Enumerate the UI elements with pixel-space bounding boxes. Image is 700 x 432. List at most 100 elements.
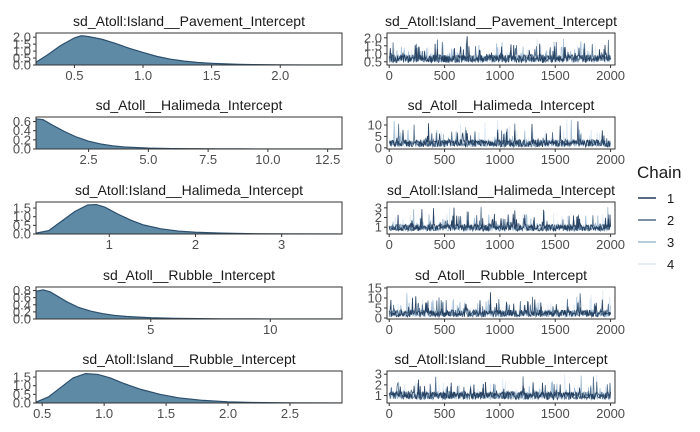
trace-chain-1 xyxy=(388,379,611,401)
y-tick-label: 0.2 xyxy=(13,304,31,319)
panel-trace-4: sd_Atoll__Rubble_Intercept 0 500 1000 1500 20… xyxy=(368,267,626,337)
legend-label: 3 xyxy=(667,235,674,250)
x-tick-label: 1500 xyxy=(541,152,570,167)
y-tick-label: 1 xyxy=(375,388,382,403)
plot-area xyxy=(36,289,342,319)
y-tick-label: 2 xyxy=(375,210,382,225)
x-tick-label: 1.5 xyxy=(157,406,175,421)
y-tick-label: 0.4 xyxy=(13,123,31,138)
legend: Chain 1 2 3 4 xyxy=(637,163,681,272)
density-line xyxy=(36,35,342,65)
legend-label: 1 xyxy=(667,191,674,206)
y-tick-label: 1 xyxy=(375,220,382,235)
x-tick-label: 2.5 xyxy=(80,152,98,167)
x-tick-label: 2000 xyxy=(596,322,625,337)
density-area xyxy=(36,373,342,403)
y-tick-label: 0.2 xyxy=(13,132,31,147)
y-tick-label: 1.0 xyxy=(13,378,31,393)
y-tick-label: 2 xyxy=(375,377,382,392)
x-tick-label: 500 xyxy=(434,322,456,337)
y-tick-label: 0.0 xyxy=(13,58,31,73)
x-tick-label: 1000 xyxy=(485,237,514,252)
panel-trace-2: sd_Atoll__Halimeda_Intercept 0 500 1000 1500… xyxy=(368,97,626,167)
panel-density-3: sd_Atoll:Island__Halimeda_Intercept 1 2 3 0.… xyxy=(13,182,343,252)
x-tick-label: 500 xyxy=(434,152,456,167)
x-tick-label: 0 xyxy=(386,406,393,421)
panel-border xyxy=(386,286,616,320)
plot-area xyxy=(388,119,611,149)
y-tick-label: 1.5 xyxy=(364,38,382,53)
plot-area xyxy=(36,372,342,403)
x-tick-label: 5.0 xyxy=(139,152,157,167)
panel-border xyxy=(35,286,343,320)
panel-density-2: sd_Atoll__Halimeda_Intercept 2.5 5.0 7.5 10.… xyxy=(13,97,343,167)
y-tick-label: 0 xyxy=(375,140,382,155)
x-tick-label: 0 xyxy=(386,237,393,252)
y-tick-label: 3 xyxy=(375,367,382,382)
x-tick-label: 1.0 xyxy=(134,68,152,83)
y-tick-label: 0.4 xyxy=(13,297,31,312)
panel-title: sd_Atoll:Island__Pavement_Intercept xyxy=(385,13,617,29)
legend-items: 1 2 3 4 xyxy=(638,191,674,272)
x-tick-label: 1 xyxy=(106,237,113,252)
y-tick-label: 2.0 xyxy=(364,30,382,45)
x-tick-label: 1500 xyxy=(541,68,570,83)
plot-area xyxy=(388,206,611,233)
plot-area xyxy=(388,374,611,401)
y-tick-label: 1.0 xyxy=(13,44,31,59)
panel-border xyxy=(35,370,343,404)
x-tick-label: 0.5 xyxy=(33,406,51,421)
plot-area xyxy=(36,35,342,65)
y-tick-label: 1.0 xyxy=(13,209,31,224)
legend-item-chain-3: 3 xyxy=(638,235,674,250)
y-tick-label: 3 xyxy=(375,200,382,215)
x-tick-label: 1500 xyxy=(541,237,570,252)
panel-border xyxy=(35,201,343,235)
x-tick-label: 10.0 xyxy=(255,152,280,167)
x-tick-label: 1000 xyxy=(485,322,514,337)
density-area xyxy=(36,35,342,65)
panel-title: sd_Atoll__Halimeda_Intercept xyxy=(96,97,283,113)
y-tick-label: 0.0 xyxy=(13,227,31,242)
y-tick-label: 5 xyxy=(375,301,382,316)
x-tick-label: 2000 xyxy=(596,406,625,421)
legend-item-chain-4: 4 xyxy=(638,257,674,272)
y-tick-label: 15 xyxy=(368,281,382,296)
x-tick-label: 1000 xyxy=(485,406,514,421)
density-area xyxy=(36,289,342,319)
panel-border xyxy=(35,32,343,66)
x-tick-label: 1500 xyxy=(541,406,570,421)
x-tick-label: 10 xyxy=(263,322,277,337)
x-tick-label: 3 xyxy=(278,237,285,252)
trace-chain-1 xyxy=(388,121,611,149)
y-tick-label: 0.0 xyxy=(13,312,31,327)
panel-trace-3: sd_Atoll:Island__Halimeda_Intercept 0 500 1… xyxy=(375,182,625,252)
y-tick-label: 1.0 xyxy=(364,46,382,61)
y-tick-label: 0.8 xyxy=(13,283,31,298)
x-tick-label: 2.0 xyxy=(219,406,237,421)
panel-title: sd_Atoll__Rubble_Intercept xyxy=(103,267,275,283)
x-tick-label: 500 xyxy=(434,68,456,83)
density-line xyxy=(36,372,342,403)
trace-chain-4 xyxy=(388,207,611,233)
panel-density-4: sd_Atoll__Rubble_Intercept 5 10 0.00.20.40.… xyxy=(13,267,343,337)
y-tick-label: 0.5 xyxy=(13,51,31,66)
x-tick-label: 12.5 xyxy=(315,152,340,167)
legend-item-chain-2: 2 xyxy=(638,213,674,228)
plot-area xyxy=(388,290,611,319)
panel-title: sd_Atoll:Island__Halimeda_Intercept xyxy=(387,182,615,198)
x-tick-label: 500 xyxy=(434,406,456,421)
x-tick-label: 5 xyxy=(147,322,154,337)
y-tick-label: 0 xyxy=(375,311,382,326)
x-tick-label: 1000 xyxy=(485,152,514,167)
x-tick-label: 2000 xyxy=(596,68,625,83)
y-tick-label: 0.6 xyxy=(13,290,31,305)
panel-border xyxy=(35,116,343,150)
panel-trace-5: sd_Atoll:Island__Rubble_Intercept 0 500 100… xyxy=(375,351,625,421)
y-tick-label: 1.5 xyxy=(13,37,31,52)
panel-title: sd_Atoll__Halimeda_Intercept xyxy=(408,97,595,113)
x-tick-label: 1500 xyxy=(541,322,570,337)
panel-border xyxy=(386,32,616,66)
